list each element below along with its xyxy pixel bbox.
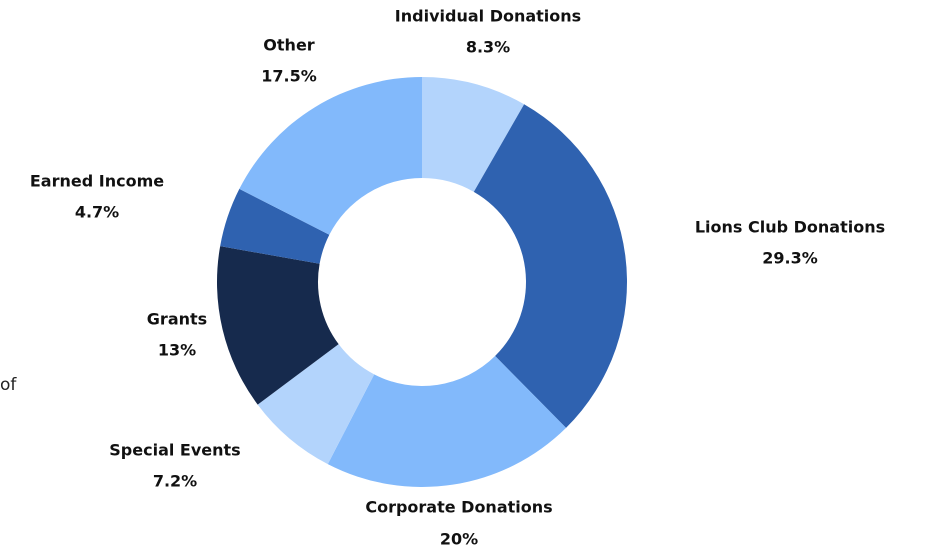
value-label: 17.5% — [261, 67, 317, 86]
slice-label: Earned Income — [30, 172, 164, 191]
slice — [327, 355, 567, 488]
value-label: 20% — [440, 530, 478, 549]
slice — [220, 188, 330, 264]
slice-label: Other — [263, 36, 314, 55]
slice — [473, 104, 627, 428]
slice-label: Corporate Donations — [365, 498, 552, 517]
slice-label: Individual Donations — [395, 7, 581, 26]
value-label: 13% — [158, 341, 196, 360]
slice-label: Special Events — [109, 441, 240, 460]
annotation: of — [0, 375, 17, 395]
value-label: 7.2% — [153, 472, 197, 491]
slice — [257, 344, 375, 465]
slice-label: Lions Club Donations — [695, 218, 885, 237]
slice-label: Grants — [147, 310, 207, 329]
value-label: 8.3% — [466, 38, 510, 57]
slice — [216, 246, 339, 405]
slice — [239, 77, 422, 235]
value-label: 29.3% — [762, 249, 818, 268]
slice — [422, 77, 525, 192]
value-label: 4.7% — [75, 203, 119, 222]
